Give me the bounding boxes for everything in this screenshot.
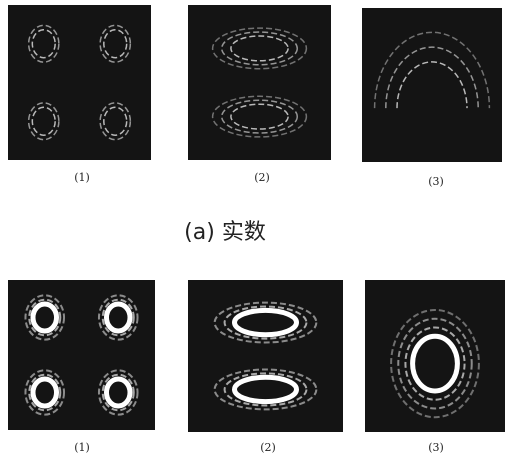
fringe-panel	[188, 280, 343, 432]
panels	[8, 5, 505, 432]
fringe-panel	[8, 280, 155, 430]
panel-label: (3)	[428, 441, 444, 454]
panel-label: (1)	[74, 441, 90, 454]
panel-label: (2)	[254, 171, 270, 184]
panel-label: (3)	[428, 175, 444, 188]
panel-background	[362, 8, 502, 162]
fringe-panel	[365, 280, 505, 432]
panel-label: (2)	[260, 441, 276, 454]
fringe-panel	[8, 5, 151, 160]
fringe-panel	[362, 8, 502, 162]
fringe-panel	[188, 5, 331, 160]
caption: (a) 实数	[184, 220, 266, 245]
panel-label: (1)	[74, 171, 90, 184]
panel-background	[8, 5, 151, 160]
figure: (1) (2) (3) (a) 实数 (1) (2) (3)	[0, 0, 512, 455]
